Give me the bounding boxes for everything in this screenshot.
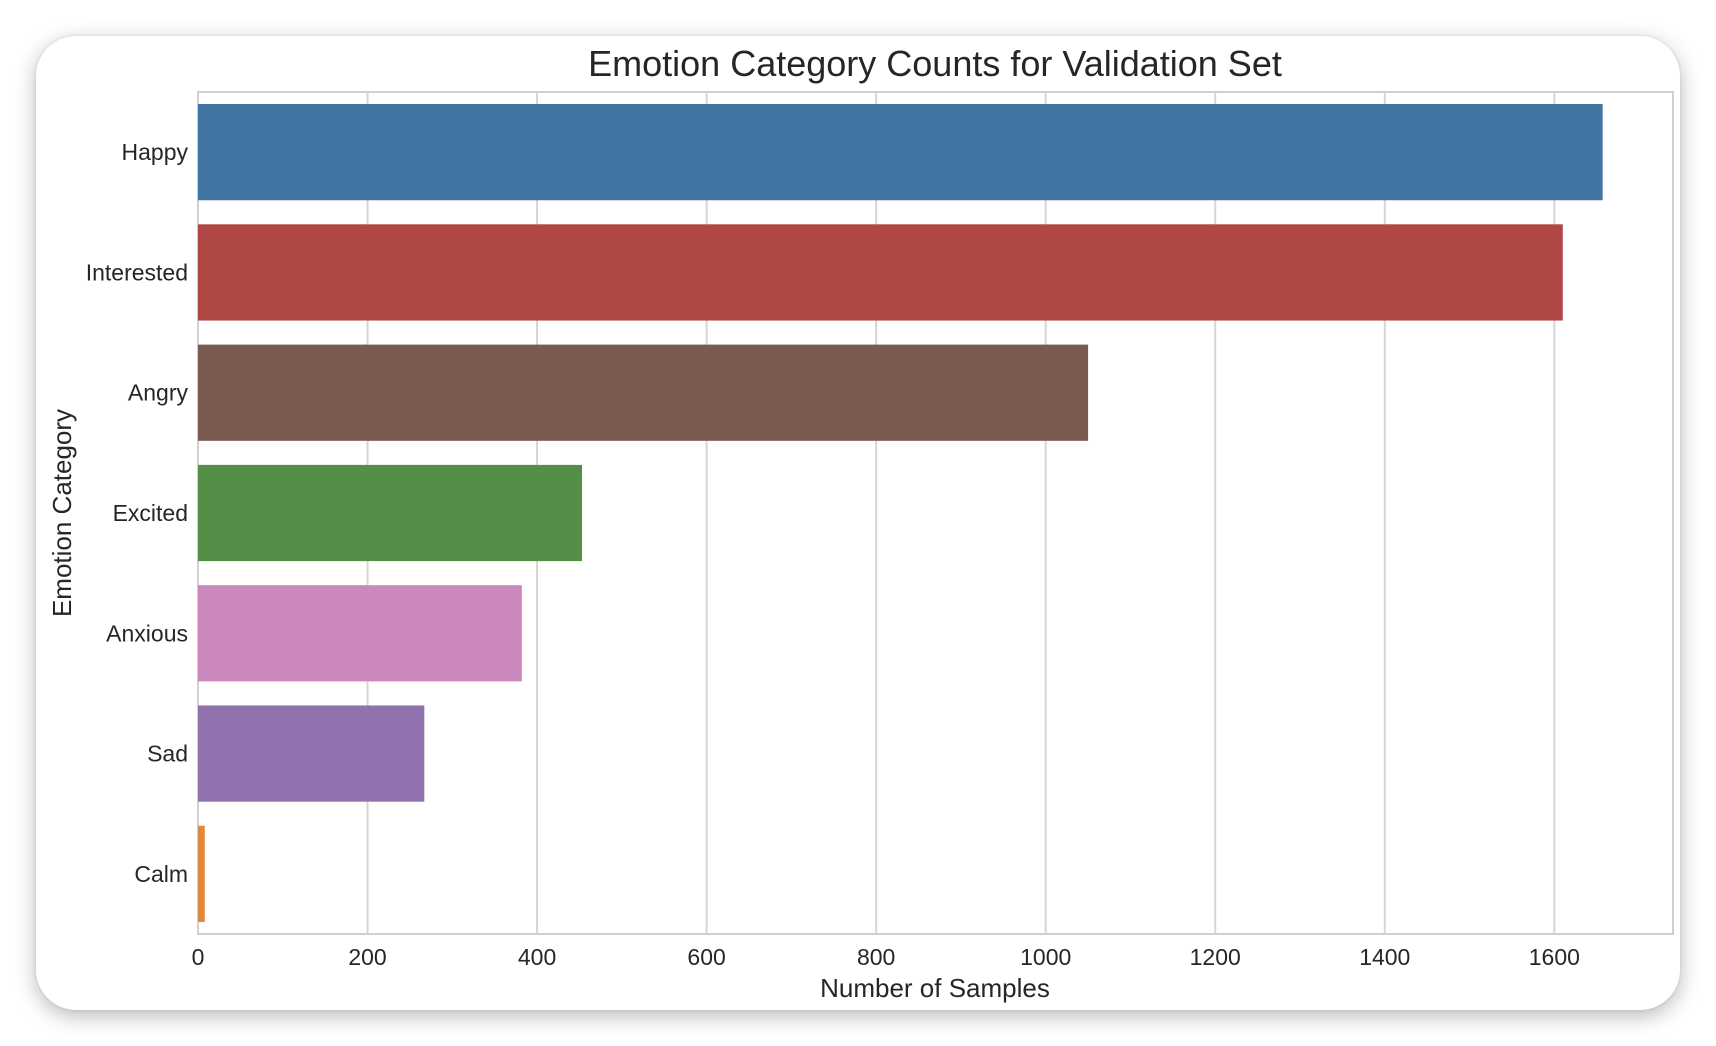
bar-angry — [198, 344, 1089, 441]
category-label-angry: Angry — [128, 380, 189, 406]
x-tick-label: 200 — [348, 944, 386, 970]
x-tick-label: 400 — [518, 944, 556, 970]
x-axis-label: Number of Samples — [820, 973, 1050, 1003]
x-tick-label: 1400 — [1359, 944, 1410, 970]
x-tick-label: 800 — [857, 944, 895, 970]
bar-sad — [198, 705, 425, 802]
category-label-anxious: Anxious — [106, 620, 188, 646]
bar-excited — [198, 464, 583, 562]
chart-card: 0 200 400 600 800 1000 1200 1400 1600 Happy Inter… — [36, 36, 1680, 1010]
category-label-calm: Calm — [134, 861, 188, 887]
x-tick-label: 1600 — [1529, 944, 1580, 970]
bar-happy — [198, 104, 1603, 201]
category-label-sad: Sad — [147, 741, 188, 767]
bar-chart: 0 200 400 600 800 1000 1200 1400 1600 Happy Inter… — [47, 43, 1674, 1003]
bar-interested — [198, 224, 1563, 321]
x-tick-label: 0 — [192, 944, 205, 970]
y-axis-label: Emotion Category — [47, 409, 77, 617]
category-label-interested: Interested — [86, 259, 188, 285]
bar-anxious — [198, 585, 522, 682]
bar-calm — [198, 825, 205, 922]
bars — [198, 104, 1603, 922]
x-tick-label: 1200 — [1190, 944, 1241, 970]
x-tick-label: 600 — [687, 944, 725, 970]
chart-title: Emotion Category Counts for Validation S… — [588, 43, 1282, 84]
x-tick-labels: 0 200 400 600 800 1000 1200 1400 1600 — [192, 944, 1580, 970]
x-tick-label: 1000 — [1020, 944, 1071, 970]
category-label-happy: Happy — [122, 139, 189, 165]
category-label-excited: Excited — [113, 500, 188, 526]
category-labels: Happy Interested Angry Excited Anxious Sad Cal… — [86, 139, 189, 887]
